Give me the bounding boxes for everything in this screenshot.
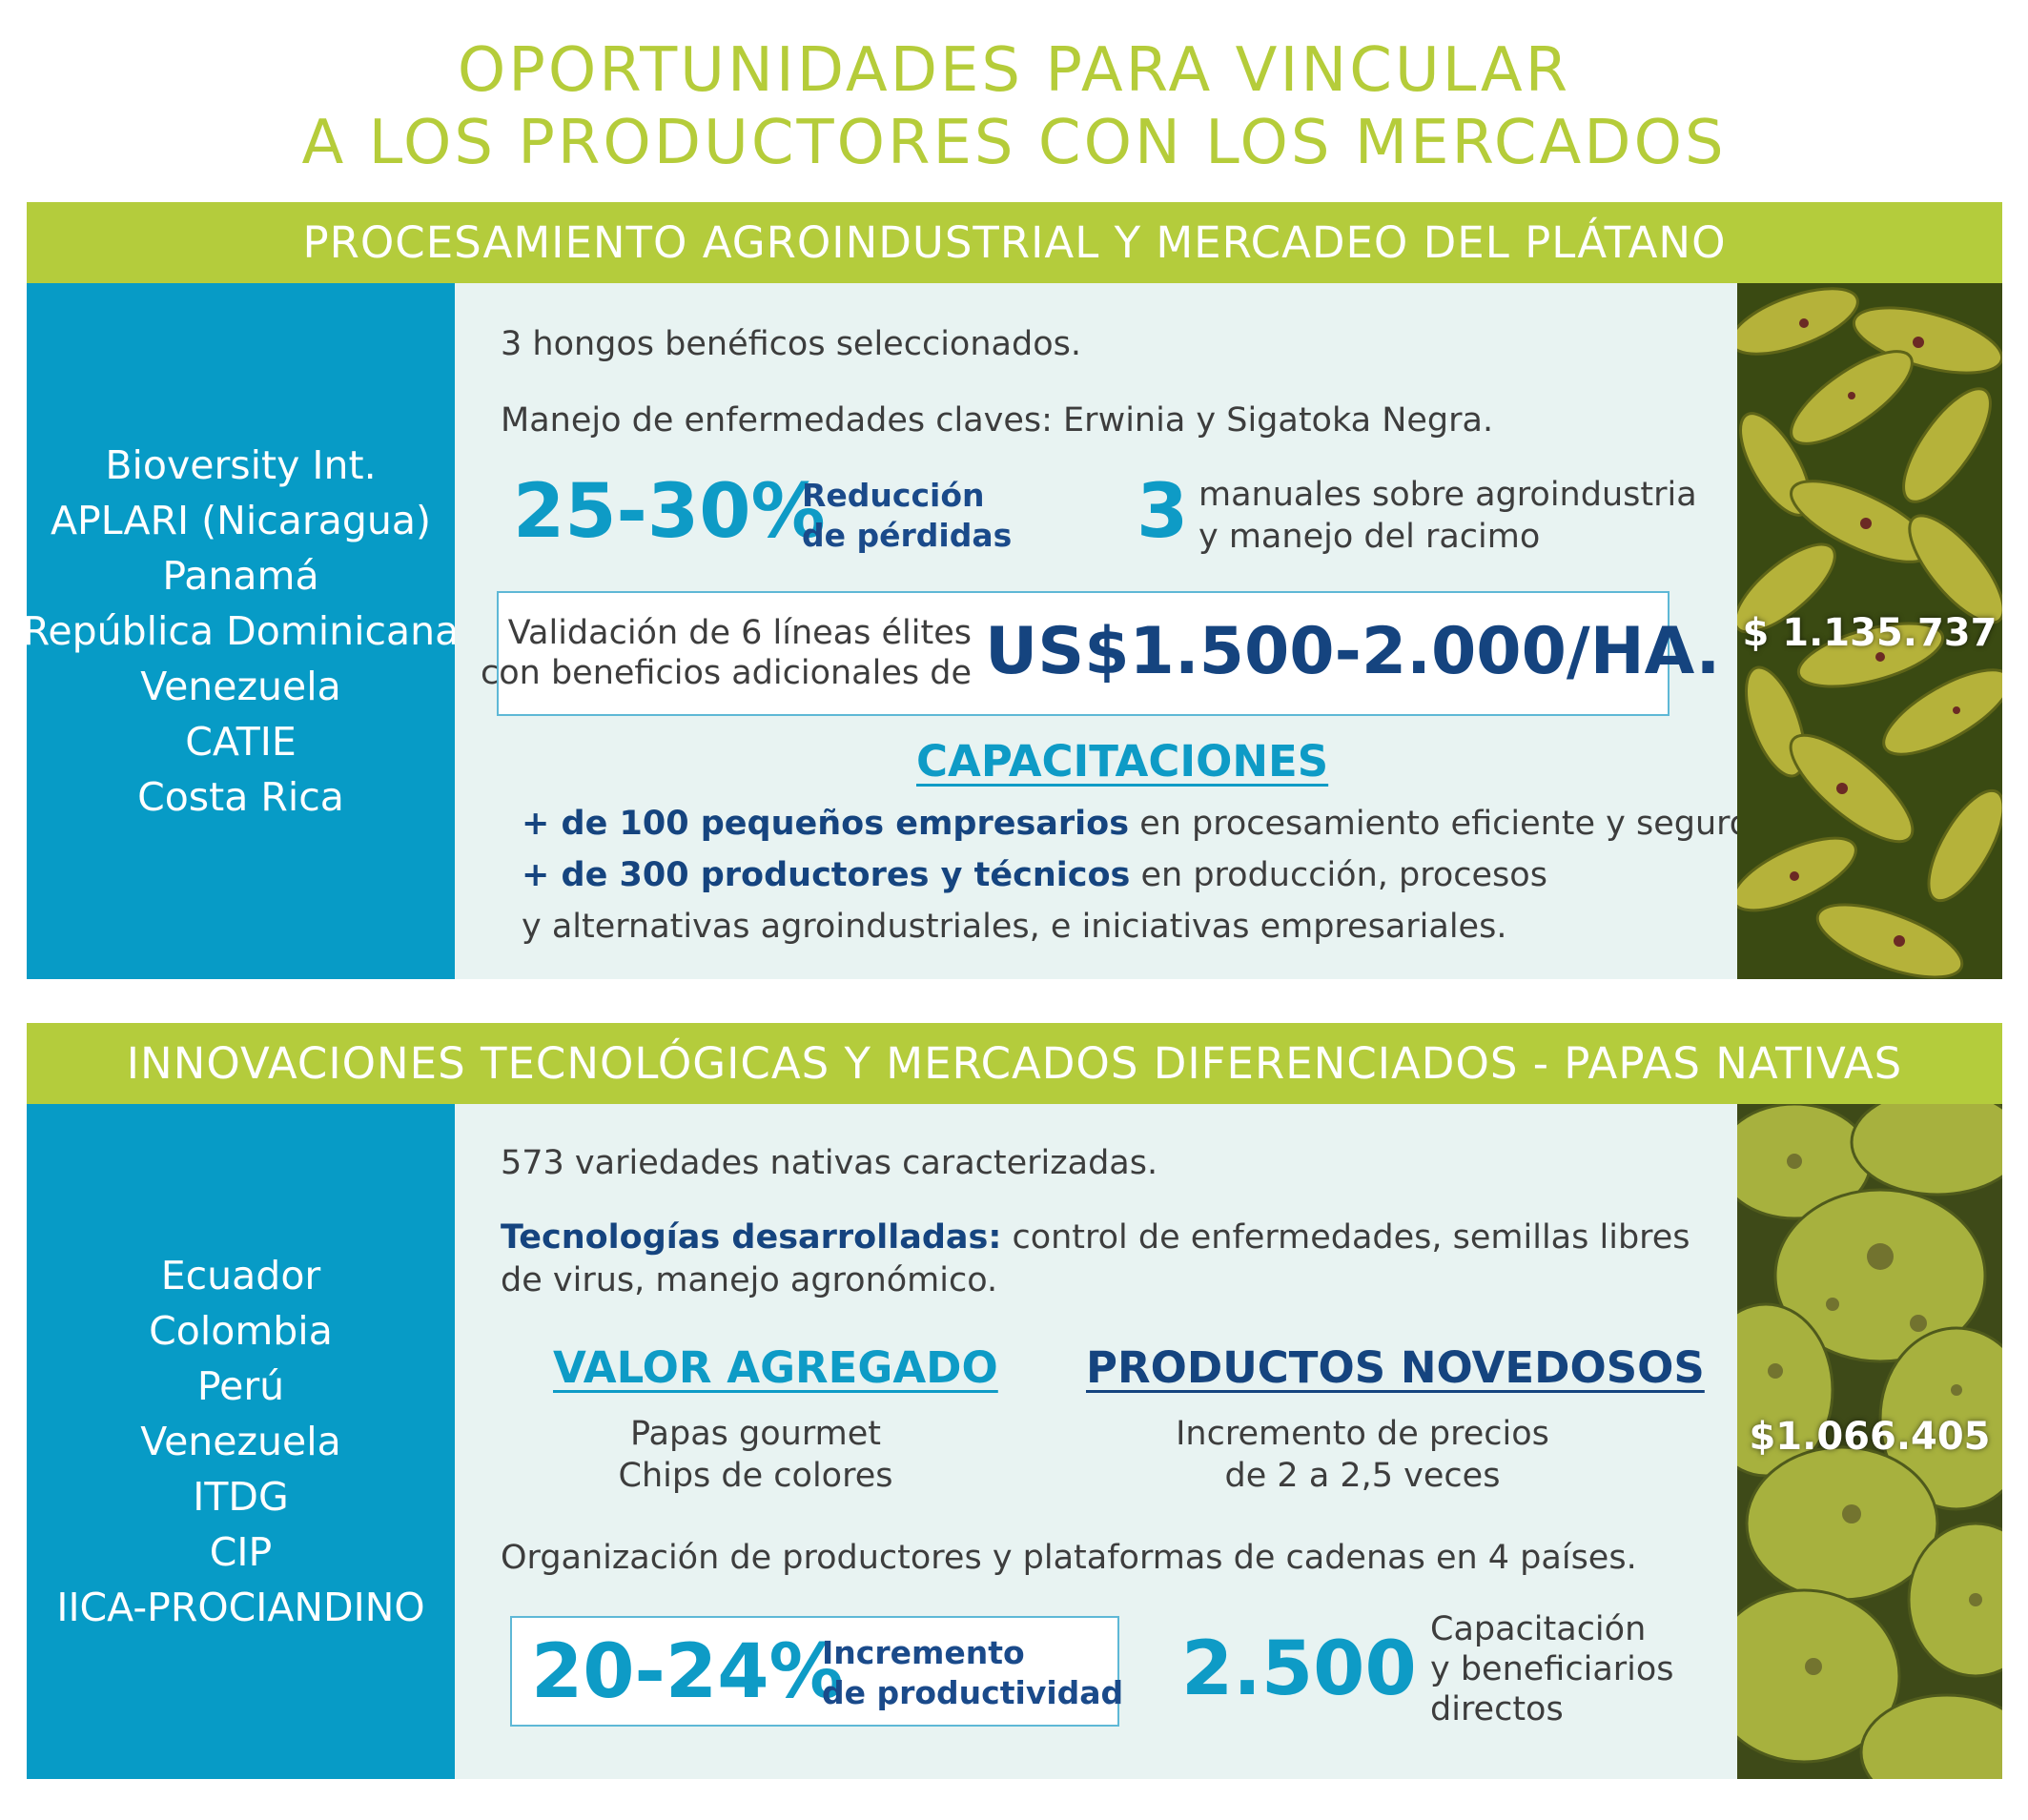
partners-panel: Bioversity Int. APLARI (Nicaragua) Panam… <box>23 283 459 979</box>
partner-item: Bioversity Int. <box>105 442 377 488</box>
fungi-text: 3 hongos benéficos seleccionados. <box>501 325 1081 363</box>
productivity-label-1: Incremento <box>822 1634 1025 1671</box>
training-line-2: + de 300 productores y técnicos en produ… <box>522 856 1547 894</box>
potato-photo: $1.066.405 <box>1737 1104 2002 1779</box>
productivity-value: 20-24% <box>531 1629 844 1715</box>
manuals-label-1: manuales sobre agroindustria <box>1198 476 1697 514</box>
partner-item: Venezuela <box>140 664 341 709</box>
productivity-box: 20-24% Incremento de productividad <box>510 1616 1123 1727</box>
training-1-rest: en procesamiento eficiente y seguro. <box>1129 805 1760 843</box>
section-header: INNOVACIONES TECNOLÓGICAS Y MERCADOS DIF… <box>27 1023 2002 1104</box>
value-added-title: VALOR AGREGADO <box>553 1342 998 1393</box>
partner-item: Ecuador <box>160 1253 321 1299</box>
partner-item: CATIE <box>185 719 297 765</box>
content-panel: 3 hongos benéficos seleccionados. Manejo… <box>455 283 1760 979</box>
validation-line2: con beneficios adicionales de <box>481 654 972 692</box>
training-title: CAPACITACIONES <box>916 736 1329 787</box>
content-panel: 573 variedades nativas caracterizadas. T… <box>455 1104 1737 1779</box>
partner-item: Perú <box>196 1363 285 1409</box>
validation-line1: Validación de 6 líneas élites <box>507 614 972 652</box>
partner-item: Costa Rica <box>137 774 344 820</box>
loss-reduction-label-2: de pérdidas <box>802 517 1013 554</box>
manuals-label-2: y manejo del racimo <box>1198 518 1541 556</box>
page-title-line1: OPORTUNIDADES PARA VINCULAR <box>457 35 1571 106</box>
new-products-line-1: Incremento de precios <box>1176 1415 1549 1453</box>
training-line-1: + de 100 pequeños empresarios en procesa… <box>522 805 1760 843</box>
training-line-3: y alternativas agroindustriales, e inici… <box>522 908 1507 946</box>
beneficiaries-value: 2.500 <box>1181 1626 1417 1712</box>
validation-value: US$1.500-2.000/HA. <box>985 614 1721 689</box>
beneficiaries-label-1: Capacitación <box>1430 1610 1647 1648</box>
partner-item: IICA-PROCIANDINO <box>56 1585 425 1630</box>
partner-item: Colombia <box>149 1308 333 1354</box>
budget-amount: $ 1.135.737 <box>1742 611 1997 655</box>
partner-item: ITDG <box>193 1474 289 1520</box>
technologies-bold: Tecnologías desarrolladas: <box>501 1218 1002 1257</box>
plantain-photo-icon <box>1737 283 2002 979</box>
page-title-line2: A LOS PRODUCTORES CON LOS MERCADOS <box>301 108 1727 178</box>
budget-amount: $1.066.405 <box>1749 1415 1991 1459</box>
new-products-line-2: de 2 a 2,5 veces <box>1224 1457 1501 1495</box>
section-plantain: PROCESAMIENTO AGROINDUSTRIAL Y MERCADEO … <box>23 202 2002 979</box>
technologies-line-2: de virus, manejo agronómico. <box>501 1261 998 1299</box>
potato-photo-icon <box>1737 1104 2002 1779</box>
partner-item: APLARI (Nicaragua) <box>50 498 432 543</box>
value-added-line-2: Chips de colores <box>618 1457 893 1495</box>
partner-item: Venezuela <box>140 1419 341 1464</box>
loss-reduction-label-1: Reducción <box>802 477 985 514</box>
new-products-title: PRODUCTOS NOVEDOSOS <box>1086 1342 1705 1393</box>
beneficiaries-label-2: y beneficiarios <box>1430 1650 1674 1688</box>
partners-panel: Ecuador Colombia Perú Venezuela ITDG CIP… <box>27 1104 455 1779</box>
section-header: PROCESAMIENTO AGROINDUSTRIAL Y MERCADEO … <box>27 202 2002 283</box>
training-2-rest: en producción, procesos <box>1130 856 1547 894</box>
partner-item: CIP <box>209 1529 273 1575</box>
productivity-label-2: de productividad <box>822 1674 1124 1711</box>
training-2-bold: + de 300 productores y técnicos <box>522 856 1131 894</box>
partner-item: Panamá <box>162 553 319 599</box>
plantain-photo: $ 1.135.737 <box>1737 283 2002 979</box>
technologies-line-1: Tecnologías desarrolladas: control de en… <box>501 1218 1690 1257</box>
disease-text: Manejo de enfermedades claves: Erwinia y… <box>501 401 1494 440</box>
page-title: OPORTUNIDADES PARA VINCULAR A LOS PRODUC… <box>0 34 2028 179</box>
manuals-value: 3 <box>1137 469 1189 555</box>
validation-box: Validación de 6 líneas élites con benefi… <box>481 591 1720 716</box>
varieties-text: 573 variedades nativas caracterizadas. <box>501 1144 1158 1182</box>
technologies-rest: control de enfermedades, semillas libres <box>1001 1218 1690 1257</box>
loss-reduction-value: 25-30% <box>513 469 826 555</box>
organization-text: Organización de productores y plataforma… <box>501 1539 1637 1577</box>
partner-item: República Dominicana <box>22 608 460 654</box>
section-native-potatoes: INNOVACIONES TECNOLÓGICAS Y MERCADOS DIF… <box>27 1023 2002 1779</box>
value-added-line-1: Papas gourmet <box>630 1415 881 1453</box>
beneficiaries-label-3: directos <box>1430 1690 1564 1728</box>
training-1-bold: + de 100 pequeños empresarios <box>522 805 1130 843</box>
